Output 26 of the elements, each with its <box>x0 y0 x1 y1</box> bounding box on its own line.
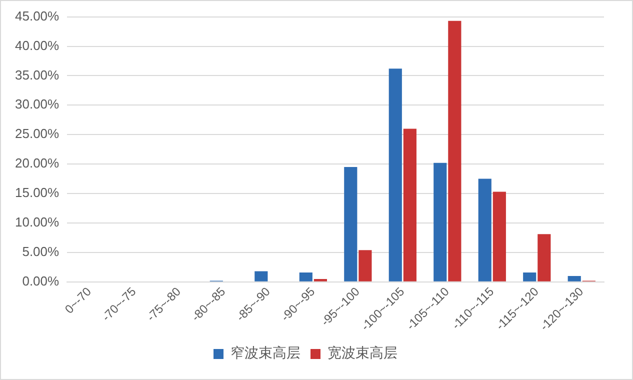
y-tick-label: 5.00% <box>22 244 60 260</box>
bar <box>434 162 447 282</box>
y-tick-label: 10.00% <box>14 214 60 230</box>
bar <box>478 178 492 282</box>
y-tick-label: 25.00% <box>14 126 60 142</box>
legend-label: 窄波束高层 <box>230 346 300 362</box>
bar <box>314 278 327 282</box>
y-tick-label: 45.00% <box>14 8 60 24</box>
bar <box>358 250 372 282</box>
y-tick-label: 20.00% <box>14 156 60 171</box>
y-tick-label: 35.00% <box>14 67 60 82</box>
y-tick-label: 15.00% <box>14 185 60 200</box>
bar <box>538 234 551 282</box>
bar <box>448 20 462 282</box>
legend-label: 宽波束高层 <box>328 346 398 362</box>
y-tick-label: 30.00% <box>14 96 60 112</box>
bar <box>299 272 312 282</box>
y-tick-label: 0.00% <box>22 273 60 288</box>
bar <box>523 272 536 282</box>
bar <box>344 167 358 282</box>
bar <box>568 276 581 282</box>
y-tick-label: 40.00% <box>14 38 60 53</box>
bar <box>388 68 402 282</box>
bar <box>403 128 416 282</box>
bar <box>492 192 506 282</box>
bar <box>254 271 268 282</box>
